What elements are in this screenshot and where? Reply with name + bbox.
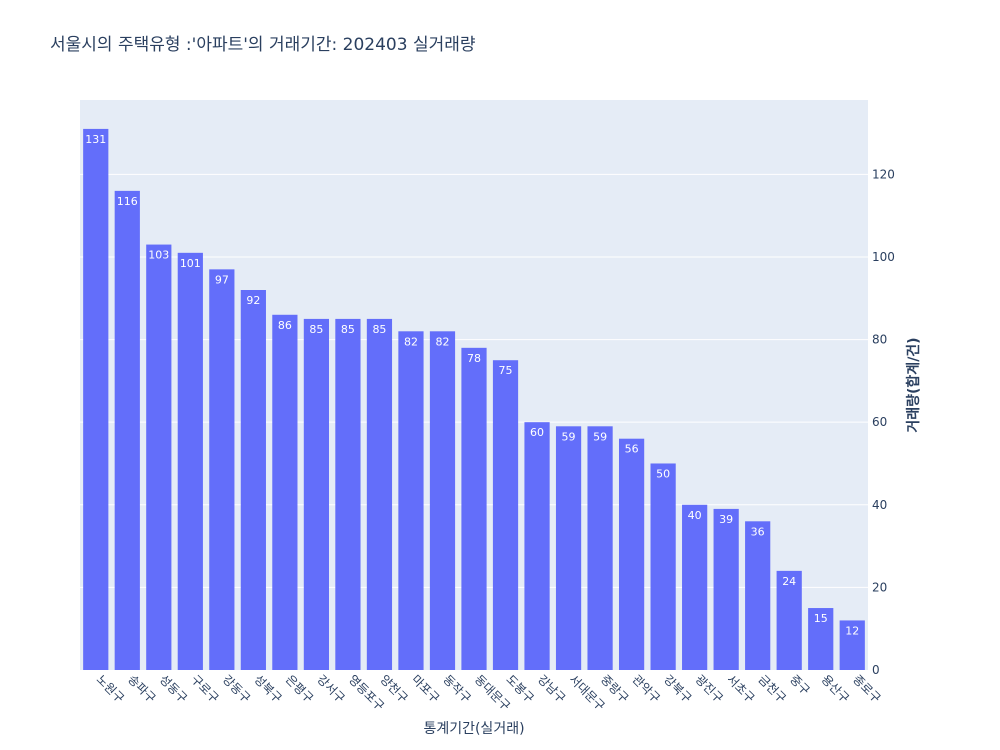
data-labels: 131 116 103 101 97 92 86 85 85 85 82 82 78 75 60 59 59 56… — [85, 133, 859, 638]
bar-value-label: 50 — [656, 467, 670, 480]
bar-value-label: 39 — [719, 513, 733, 526]
bar-value-label: 59 — [562, 430, 576, 443]
y-tick-label: 120 — [872, 167, 895, 181]
x-tick-label: 성동구 — [157, 672, 190, 705]
y-tick-label: 80 — [872, 333, 887, 347]
bar — [398, 331, 424, 670]
x-tick-label: 강서구 — [314, 672, 347, 705]
bar — [555, 426, 582, 670]
x-tick-label: 강남구 — [535, 672, 568, 705]
bar — [240, 290, 266, 670]
x-axis-title: 통계기간(실거래) — [423, 721, 524, 737]
x-tick-label: 중구 — [787, 672, 813, 698]
bar — [776, 570, 802, 670]
bar-value-label: 97 — [215, 273, 229, 286]
bar — [492, 360, 519, 670]
x-tick-label: 강동구 — [220, 672, 253, 705]
bar — [209, 269, 235, 670]
bar — [177, 252, 203, 670]
bar — [366, 318, 393, 670]
bar-value-label: 12 — [845, 624, 859, 637]
bar-value-label: 75 — [499, 364, 513, 377]
bar-value-label: 82 — [404, 335, 418, 348]
bar — [272, 314, 298, 670]
bar — [83, 128, 109, 671]
chart-title: 서울시의 주택유형 :'아파트'의 거래기간: 202403 실거래량 — [50, 35, 476, 55]
bar-value-label: 101 — [180, 257, 201, 270]
y-tick-label: 100 — [872, 250, 895, 264]
x-tick-label: 금천구 — [756, 672, 790, 706]
bar — [114, 190, 140, 670]
bar-value-label: 56 — [625, 443, 639, 456]
bar — [713, 508, 739, 670]
bar — [524, 422, 550, 670]
bar — [682, 504, 708, 670]
bar-value-label: 116 — [117, 195, 138, 208]
x-tick-label: 용산구 — [819, 672, 852, 705]
y-tick-label: 60 — [872, 415, 887, 429]
x-tick-label: 광진구 — [693, 672, 726, 705]
y-axis-ticks: 0 20 40 60 80 100 120 — [872, 167, 895, 677]
x-tick-label: 송파구 — [125, 672, 158, 705]
bar — [650, 463, 676, 670]
x-tick-label: 동작구 — [440, 672, 473, 705]
y-tick-label: 0 — [872, 663, 880, 677]
bar — [335, 318, 361, 670]
y-tick-label: 40 — [872, 498, 887, 512]
x-axis-ticks: 노원구송파구성동구구로구강동구성북구은평구강서구영등포구양천구마포구동작구동대문… — [94, 672, 884, 714]
bar — [146, 244, 172, 670]
x-tick-label: 마포구 — [409, 672, 442, 705]
bar-value-label: 24 — [782, 575, 796, 588]
bar-value-label: 85 — [372, 323, 386, 336]
bar — [618, 438, 645, 670]
bar-value-label: 131 — [85, 133, 106, 146]
bar-value-label: 36 — [751, 525, 765, 538]
x-tick-label: 성북구 — [251, 672, 284, 705]
bar-value-label: 86 — [278, 319, 292, 332]
bar-value-label: 40 — [688, 509, 702, 522]
bar — [839, 620, 865, 670]
x-tick-label: 은평구 — [283, 672, 316, 705]
bar-value-label: 78 — [467, 352, 481, 365]
x-tick-label: 관악구 — [629, 672, 662, 705]
y-axis-title: 거래량(합계/건) — [905, 337, 922, 432]
bar-value-label: 85 — [309, 323, 323, 336]
bar — [587, 426, 613, 670]
x-tick-label: 강북구 — [661, 672, 694, 705]
bar — [461, 347, 487, 670]
bar — [429, 331, 456, 670]
bar-value-label: 60 — [530, 426, 544, 439]
bar-value-label: 59 — [593, 430, 607, 443]
bar — [303, 318, 330, 670]
bar — [808, 608, 834, 670]
bar-value-label: 15 — [814, 612, 828, 625]
bars — [83, 128, 865, 671]
bar-value-label: 92 — [246, 294, 260, 307]
bar — [745, 521, 771, 670]
x-tick-label: 서초구 — [724, 672, 757, 705]
y-tick-label: 20 — [872, 580, 887, 594]
x-tick-label: 노원구 — [94, 672, 127, 705]
bar-value-label: 103 — [148, 249, 169, 262]
bar-value-label: 85 — [341, 323, 355, 336]
x-tick-label: 종로구 — [850, 672, 883, 705]
x-tick-label: 구로구 — [188, 672, 221, 705]
bar-value-label: 82 — [435, 335, 449, 348]
